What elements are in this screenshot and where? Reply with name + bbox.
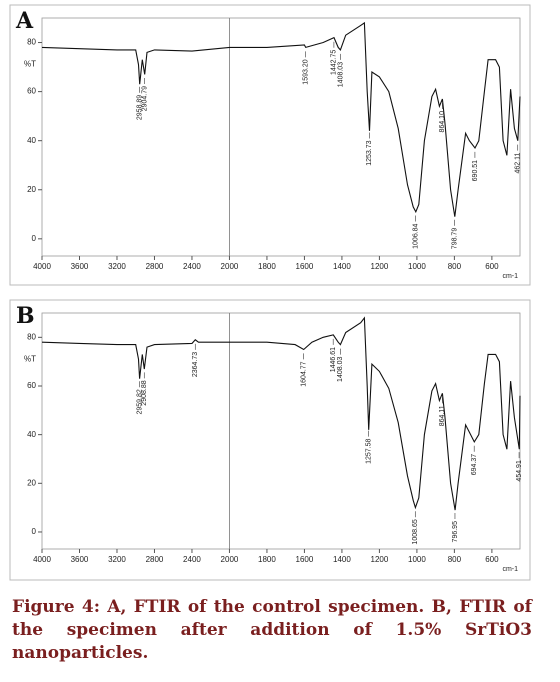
x-tick-label: 1600 (296, 555, 314, 564)
peak-label: 1257.58 (365, 439, 372, 464)
peak-label: 864.11 (439, 405, 446, 426)
x-tick-label: 1800 (258, 262, 276, 271)
peak-label: 798.79 (451, 228, 458, 250)
peak-label: 2364.73 (192, 352, 199, 377)
y-tick-label: 40 (27, 136, 36, 145)
panel: B %T cm-1 0 20 40 60 80 4000 3600 3200 2800 2400 2000… (9, 299, 531, 581)
peak-label: 1006.84 (412, 223, 419, 248)
x-tick-label: 2400 (183, 555, 201, 564)
x-tick-label: 3600 (71, 555, 89, 564)
peak-label: 2959.82 (136, 389, 143, 414)
x-tick-label: 2000 (221, 555, 239, 564)
x-tick-label: 1400 (333, 262, 351, 271)
peak-label: 2908.88 (141, 380, 148, 405)
panel-frame (9, 4, 531, 286)
peak-label: 2904.79 (141, 86, 148, 111)
peak-label: 2958.89 (136, 95, 143, 120)
peak-label: 462.11 (515, 152, 522, 173)
peak-label: 690.51 (472, 160, 479, 182)
x-tick-label: 1000 (408, 555, 426, 564)
x-tick-label: 1000 (408, 262, 426, 271)
x-tick-label: 1600 (296, 262, 314, 271)
peak-label: 1408.03 (337, 62, 344, 87)
x-tick-label: 600 (485, 555, 499, 564)
x-axis-label: cm-1 (502, 566, 518, 573)
x-tick-label: 1200 (371, 555, 389, 564)
x-tick-label: 2400 (183, 262, 201, 271)
x-axis-label: cm-1 (502, 273, 518, 280)
x-tick-label: 4000 (33, 262, 51, 271)
panel: A %T cm-1 0 20 40 60 80 4000 3600 3200 2800 2400 2000… (9, 4, 531, 286)
x-tick-label: 2800 (146, 555, 164, 564)
y-tick-label: 20 (27, 185, 36, 194)
figure: A %T cm-1 0 20 40 60 80 4000 3600 3200 2800 2400 2000… (9, 4, 531, 581)
peak-label: 864.10 (439, 111, 446, 133)
x-tick-label: 2000 (221, 262, 239, 271)
panel-label: B (16, 303, 35, 329)
y-tick-label: 60 (27, 87, 36, 96)
x-tick-label: 4000 (33, 555, 51, 564)
x-tick-label: 800 (448, 555, 462, 564)
caption: Figure 4: A, FTIR of the control specime… (12, 597, 532, 663)
panel-frame (9, 299, 531, 581)
y-tick-label: 80 (27, 38, 36, 47)
y-tick-label: 20 (27, 478, 36, 487)
peak-label: 1253.73 (366, 140, 373, 165)
y-axis-label: %T (24, 354, 36, 363)
y-tick-label: 0 (32, 527, 37, 536)
panel-label: A (15, 8, 34, 34)
y-tick-label: 40 (27, 430, 36, 439)
spectrum-line (41, 316, 521, 511)
x-tick-label: 800 (448, 262, 462, 271)
peak-label: 796.95 (452, 521, 459, 543)
x-tick-label: 3600 (71, 262, 89, 271)
x-tick-label: 1200 (371, 262, 389, 271)
x-tick-label: 3200 (108, 262, 126, 271)
peak-label: 1442.75 (331, 50, 338, 75)
peak-label: 1593.20 (303, 59, 310, 84)
peak-label: 1446.61 (330, 347, 337, 372)
x-tick-label: 2800 (146, 262, 164, 271)
y-axis-label: %T (24, 60, 36, 69)
peak-label: 1008.65 (412, 519, 419, 544)
x-tick-label: 3200 (108, 555, 126, 564)
peak-label: 454.91 (516, 460, 523, 482)
plot-area (41, 17, 521, 257)
y-tick-label: 0 (32, 234, 37, 243)
peak-label: 1604.77 (300, 361, 307, 386)
x-tick-label: 1400 (333, 555, 351, 564)
peak-label: 1408.03 (337, 357, 344, 382)
spectrum-line (41, 21, 521, 217)
y-tick-label: 80 (27, 332, 36, 341)
peak-label: 694.37 (471, 454, 478, 476)
x-tick-label: 1800 (258, 555, 276, 564)
x-tick-label: 600 (485, 262, 499, 271)
y-tick-label: 60 (27, 381, 36, 390)
